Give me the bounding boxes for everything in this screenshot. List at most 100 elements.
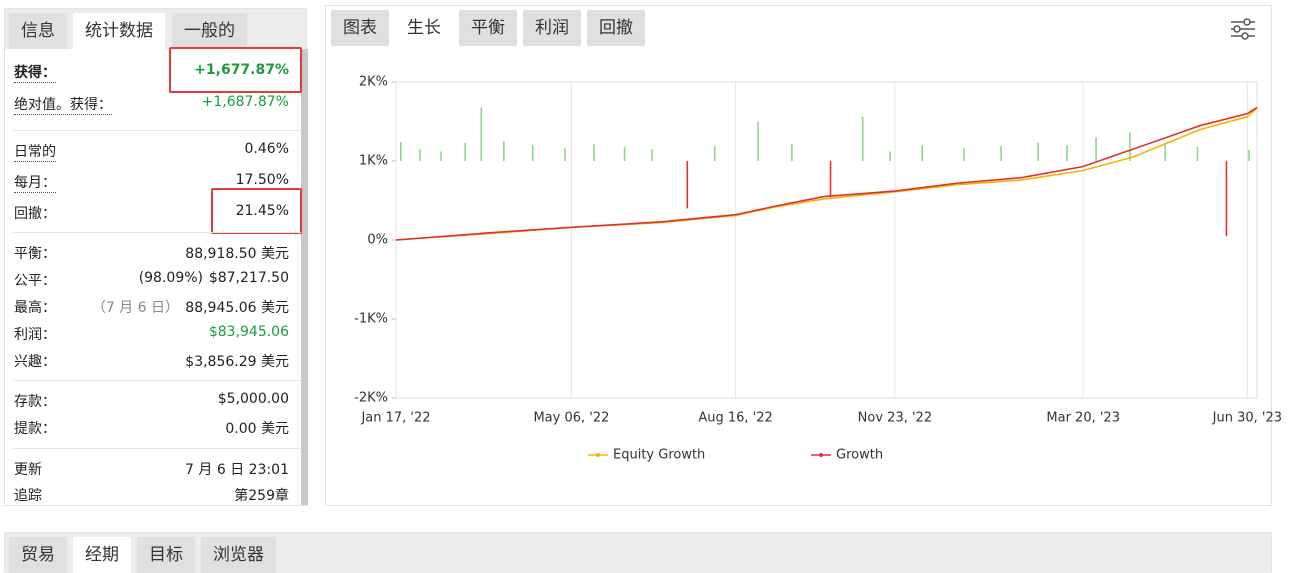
daily-bar bbox=[419, 149, 421, 161]
legend-marker bbox=[596, 453, 600, 457]
daily-bar bbox=[757, 121, 759, 161]
x-tick-label: Jun 30, '23 bbox=[1212, 411, 1282, 426]
daily-bar bbox=[1095, 137, 1097, 161]
settings-icon[interactable] bbox=[1229, 17, 1257, 41]
stat-label: 兴趣： bbox=[14, 354, 56, 370]
daily-bar bbox=[889, 151, 891, 161]
daily-bar bbox=[593, 144, 595, 161]
daily-bar bbox=[829, 161, 832, 197]
stat-label: 绝对值。获得： bbox=[14, 94, 112, 115]
daily-bar bbox=[963, 148, 965, 161]
stat-value: $83,945.06 bbox=[208, 324, 289, 340]
highlight-box bbox=[169, 47, 302, 93]
stat-value: 第259章 bbox=[234, 488, 289, 504]
legend-marker bbox=[819, 453, 823, 457]
daily-bar bbox=[1248, 149, 1250, 161]
y-tick-label: -2K% bbox=[354, 391, 388, 406]
daily-bar bbox=[564, 148, 566, 161]
x-tick-label: Mar 20, '23 bbox=[1046, 411, 1120, 426]
daily-bar bbox=[1129, 132, 1131, 161]
stat-note: （7 月 6 日） bbox=[91, 300, 179, 316]
y-tick-label: 0% bbox=[367, 233, 388, 248]
stat-value: 17.50% bbox=[235, 172, 289, 188]
daily-bar bbox=[651, 149, 653, 161]
stat-label: 获得： bbox=[14, 62, 56, 83]
tab[interactable]: 统计数据 bbox=[73, 13, 165, 49]
stat-label: 日常的 bbox=[14, 141, 56, 162]
daily-bar bbox=[713, 145, 716, 161]
tab[interactable]: 回撤 bbox=[587, 10, 645, 46]
daily-bar bbox=[480, 107, 483, 161]
stat-label: 最高： bbox=[14, 300, 56, 316]
daily-bar bbox=[531, 145, 534, 161]
daily-bar bbox=[1225, 161, 1228, 237]
y-tick-label: 2K% bbox=[359, 75, 388, 90]
tab[interactable]: 浏览器 bbox=[201, 537, 276, 573]
daily-bar bbox=[503, 141, 505, 161]
stat-value: 88,945.06 美元 bbox=[185, 300, 289, 316]
separator bbox=[13, 380, 301, 381]
series-line bbox=[395, 107, 1258, 241]
daily-bar bbox=[1037, 142, 1039, 161]
y-tick-label: 1K% bbox=[359, 154, 388, 169]
stat-value: $87,217.50 bbox=[208, 270, 289, 286]
legend-label: Equity Growth bbox=[613, 448, 705, 463]
daily-bar bbox=[1196, 146, 1199, 161]
tab[interactable]: 贸易 bbox=[9, 537, 67, 573]
stat-value: 21.45% bbox=[235, 203, 289, 219]
x-tick-label: Aug 16, '22 bbox=[698, 411, 772, 426]
x-tick-label: Nov 23, '22 bbox=[858, 411, 932, 426]
daily-bar bbox=[464, 142, 467, 161]
daily-bar bbox=[921, 145, 924, 161]
stat-label: 提款： bbox=[14, 421, 56, 437]
daily-bar bbox=[1000, 145, 1002, 161]
separator bbox=[13, 448, 301, 449]
stats-panel: 信息 统计数据 一般的 获得： +1,677.87% 绝对值。获得： +1,687.87%… bbox=[4, 8, 308, 506]
highlight-box bbox=[211, 188, 302, 234]
stat-value: $3,856.29 美元 bbox=[185, 354, 289, 370]
stat-note: (98.09%) bbox=[138, 270, 203, 286]
series-line bbox=[395, 106, 1258, 241]
stat-value: 7 月 6 日 23:01 bbox=[185, 462, 289, 478]
plot-frame bbox=[395, 81, 1258, 399]
stat-label: 追踪 bbox=[14, 488, 42, 504]
daily-bar bbox=[623, 146, 626, 161]
stat-value: +1,677.87% bbox=[194, 62, 289, 78]
tab[interactable]: 平衡 bbox=[459, 10, 517, 46]
tab[interactable]: 利润 bbox=[523, 10, 581, 46]
x-tick-label: Jan 17, '22 bbox=[360, 411, 430, 426]
daily-bar bbox=[400, 142, 402, 161]
stat-label: 公平： bbox=[14, 273, 56, 289]
y-tick-label: -1K% bbox=[354, 312, 388, 327]
daily-bar bbox=[686, 161, 689, 209]
tab[interactable]: 图表 bbox=[331, 10, 389, 46]
chart-panel: 图表 生长 平衡 利润 回撤 bbox=[325, 5, 1272, 506]
stat-value: $5,000.00 bbox=[217, 391, 289, 407]
tab[interactable]: 信息 bbox=[9, 13, 67, 49]
stat-label: 存款： bbox=[14, 394, 56, 410]
stat-value: 0.46% bbox=[244, 141, 289, 157]
tab[interactable]: 生长 bbox=[395, 10, 453, 46]
daily-bar bbox=[861, 116, 864, 161]
stat-value: 88,918.50 美元 bbox=[185, 246, 289, 262]
legend-label: Growth bbox=[836, 448, 883, 463]
tab[interactable]: 经期 bbox=[73, 537, 131, 573]
tab-bar: 贸易 经期 目标 浏览器 bbox=[5, 533, 1271, 573]
daily-bar bbox=[1066, 145, 1068, 161]
tab[interactable]: 一般的 bbox=[172, 13, 247, 49]
stat-label: 平衡： bbox=[14, 246, 56, 262]
tab-bar: 图表 生长 平衡 利润 回撤 bbox=[326, 6, 1271, 46]
tab[interactable]: 目标 bbox=[137, 537, 195, 573]
stat-value: 0.00 美元 bbox=[225, 421, 289, 437]
stat-label: 回撤： bbox=[14, 206, 56, 222]
stat-label: 每月： bbox=[14, 172, 56, 193]
separator bbox=[13, 232, 301, 233]
daily-bar bbox=[1164, 142, 1167, 161]
stat-value: +1,687.87% bbox=[201, 94, 289, 110]
stat-label: 更新 bbox=[14, 462, 42, 478]
daily-bar bbox=[791, 143, 793, 161]
scrollbar[interactable] bbox=[301, 49, 308, 505]
tab-bar: 信息 统计数据 一般的 bbox=[5, 9, 306, 49]
